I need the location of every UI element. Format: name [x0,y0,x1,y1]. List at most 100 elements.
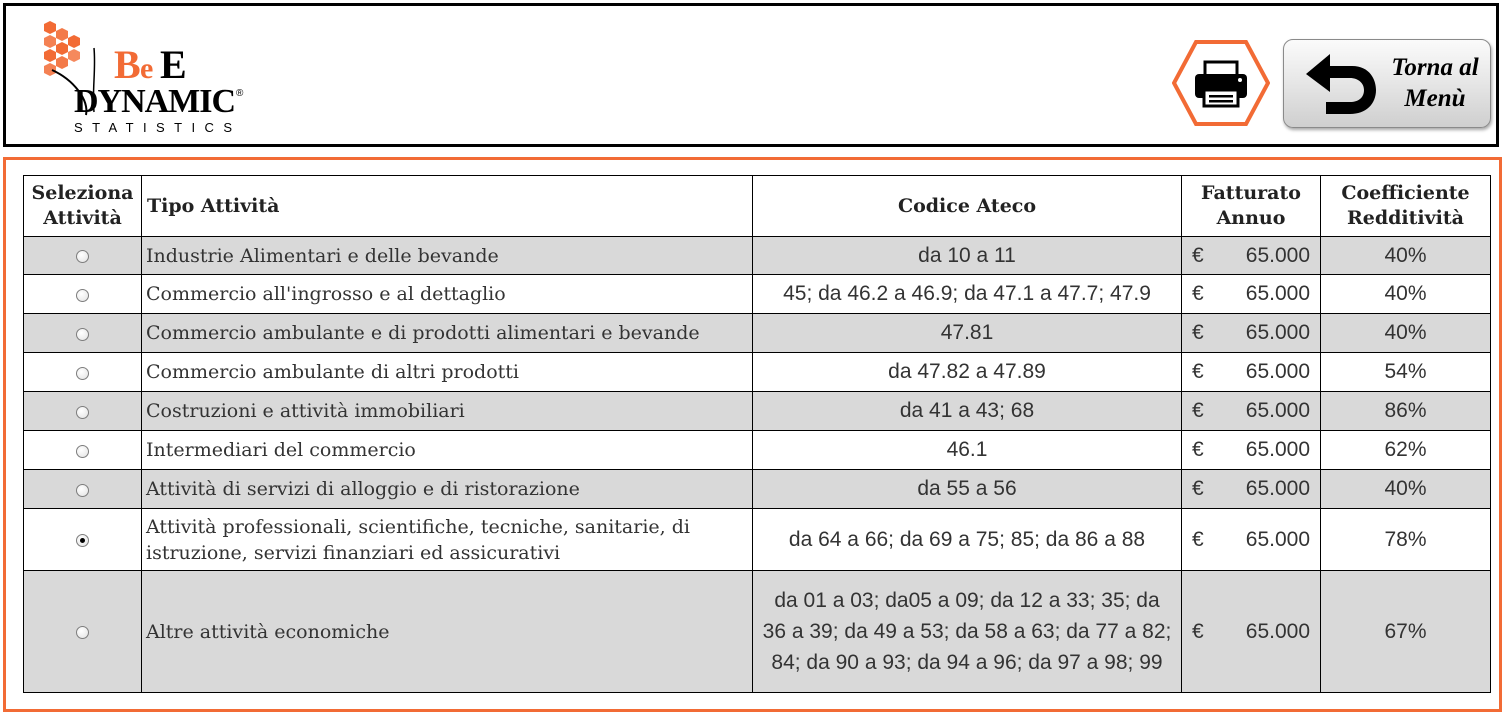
activity-radio[interactable] [76,288,89,302]
activity-radio[interactable] [76,626,89,639]
bee-dynamic-logo: B e E DYNAMIC ® STATISTICS [44,21,244,135]
coefficiente-cell: 62% [1320,430,1491,470]
fatturato-cell: €65.000 [1181,352,1321,392]
coefficiente-cell: 40% [1320,274,1491,314]
col-header-codice: Codice Ateco [752,175,1182,237]
codice-ateco-cell: 46.1 [752,430,1182,470]
activity-radio[interactable] [76,366,89,380]
codice-ateco-text: da 41 a 43; 68 [899,399,1035,422]
select-cell [23,391,142,431]
back-arrow-icon [1306,54,1376,114]
fatturato-amount: 65.000 [1245,438,1310,461]
codice-ateco-cell: da 55 a 56 [752,469,1182,509]
table-row: Attività di servizi di alloggio e di ris… [23,469,1491,509]
codice-ateco-text: 84; da 90 a 93; da 94 a 96; da 97 a 98; … [771,651,1163,674]
fatturato-amount: 65.000 [1245,243,1310,267]
select-cell [23,236,142,275]
col-header-fatturato: Fatturato Annuo [1181,175,1321,237]
codice-ateco-cell: 47.81 [752,313,1182,353]
fatturato-amount: 65.000 [1245,282,1310,305]
tipo-attivita-text: Industrie Alimentari e delle bevande [146,244,499,267]
fatturato-cell: €65.000 [1181,391,1321,431]
logo-dynamic-text: DYNAMIC [74,83,236,120]
fatturato-cell: €65.000 [1181,508,1321,571]
tipo-attivita-cell: Attività professionali, scientifiche, te… [141,508,753,571]
currency-symbol: € [1192,282,1204,305]
select-cell [23,352,142,392]
header-bar: B e E DYNAMIC ® STATISTICS Torna al Menù [3,3,1499,147]
table-header-row: Seleziona Attività Tipo Attività Codice … [23,175,1491,237]
currency-symbol: € [1192,438,1204,461]
select-cell [23,508,142,571]
codice-ateco-cell: da 41 a 43; 68 [752,391,1182,431]
codice-ateco-cell: 45; da 46.2 a 46.9; da 47.1 a 47.7; 47.9 [752,274,1182,314]
table-row: Attività professionali, scientifiche, te… [23,508,1491,571]
back-to-menu-button[interactable]: Torna al Menù [1283,39,1491,128]
codice-ateco-text: da 55 a 56 [917,477,1017,500]
tipo-attivita-cell: Intermediari del commercio [141,430,753,470]
table-row: Commercio ambulante di altri prodotti da … [23,352,1491,392]
tipo-attivita-cell: Attività di servizi di alloggio e di ris… [141,469,753,509]
codice-ateco-cell: da 64 a 66; da 69 a 75; 85; da 86 a 88 [752,508,1182,571]
select-cell [23,274,142,314]
coefficiente-cell: 40% [1320,469,1491,509]
col-header-tipo: Tipo Attività [141,175,753,237]
select-cell [23,313,142,353]
currency-symbol: € [1192,477,1204,500]
table-row: Intermediari del commercio 46.1 €65.000 62% [23,430,1491,470]
codice-ateco-text: da 01 a 03; da05 a 09; da 12 a 33; 35; d… [774,589,1160,612]
tipo-attivita-text: Attività professionali, scientifiche, te… [146,515,690,538]
activity-radio[interactable] [76,250,89,263]
coefficiente-cell: 86% [1320,391,1491,431]
col-header-seleziona: Seleziona Attività [23,175,142,237]
svg-text:®: ® [236,88,244,99]
currency-symbol: € [1192,619,1204,643]
table-row: Commercio ambulante e di prodotti alimen… [23,313,1491,353]
activity-radio[interactable] [76,534,89,547]
print-button[interactable] [1172,40,1270,126]
tipo-attivita-text: Commercio ambulante di altri prodotti [146,361,519,383]
fatturato-cell: €65.000 [1181,236,1321,275]
tipo-attivita-text: Intermediari del commercio [146,439,416,461]
fatturato-amount: 65.000 [1245,321,1310,344]
tipo-attivita-cell: Altre attività economiche [141,570,753,693]
codice-ateco-text: da 64 a 66; da 69 a 75; 85; da 86 a 88 [788,527,1146,551]
codice-ateco-cell: da 10 a 11 [752,236,1182,275]
activity-radio[interactable] [76,444,89,458]
select-cell [23,469,142,509]
codice-ateco-text: 46.1 [946,438,988,461]
coefficiente-cell: 40% [1320,313,1491,353]
fatturato-amount: 65.000 [1245,527,1310,551]
table-row: Commercio all'ingrosso e al dettaglio 45;… [23,274,1491,314]
coefficiente-cell: 40% [1320,236,1491,275]
fatturato-cell: €65.000 [1181,469,1321,509]
fatturato-amount: 65.000 [1245,399,1310,422]
honeycomb-icon [44,21,80,76]
tipo-attivita-text: Commercio all'ingrosso e al dettaglio [146,283,506,305]
codice-ateco-text: da 10 a 11 [918,243,1016,267]
fatturato-amount: 65.000 [1245,619,1310,643]
activity-table: Seleziona Attività Tipo Attività Codice … [23,175,1491,693]
activity-radio[interactable] [76,327,89,341]
activity-table-frame: Seleziona Attività Tipo Attività Codice … [3,157,1502,712]
activity-radio[interactable] [76,483,89,497]
currency-symbol: € [1192,243,1204,267]
currency-symbol: € [1192,321,1204,344]
activity-radio[interactable] [76,405,89,419]
codice-ateco-text: 47.81 [940,321,994,344]
tipo-attivita-cell: Commercio ambulante e di prodotti alimen… [141,313,753,353]
tipo-attivita-cell: Commercio ambulante di altri prodotti [141,352,753,392]
fatturato-cell: €65.000 [1181,274,1321,314]
tipo-attivita-text: Altre attività economiche [146,620,390,643]
logo-statistics-text: STATISTICS [74,120,236,135]
currency-symbol: € [1192,527,1204,551]
currency-symbol: € [1192,399,1204,422]
fatturato-amount: 65.000 [1245,360,1310,383]
select-cell [23,430,142,470]
tipo-attivita-cell: Commercio all'ingrosso e al dettaglio [141,274,753,314]
coefficiente-cell: 78% [1320,508,1491,571]
codice-ateco-text: 36 a 39; da 49 a 53; da 58 a 63; da 77 a… [762,620,1172,643]
coefficiente-cell: 67% [1320,570,1491,693]
codice-ateco-text: da 47.82 a 47.89 [888,360,1046,383]
col-header-coefficiente: Coefficiente Redditività [1320,175,1491,237]
